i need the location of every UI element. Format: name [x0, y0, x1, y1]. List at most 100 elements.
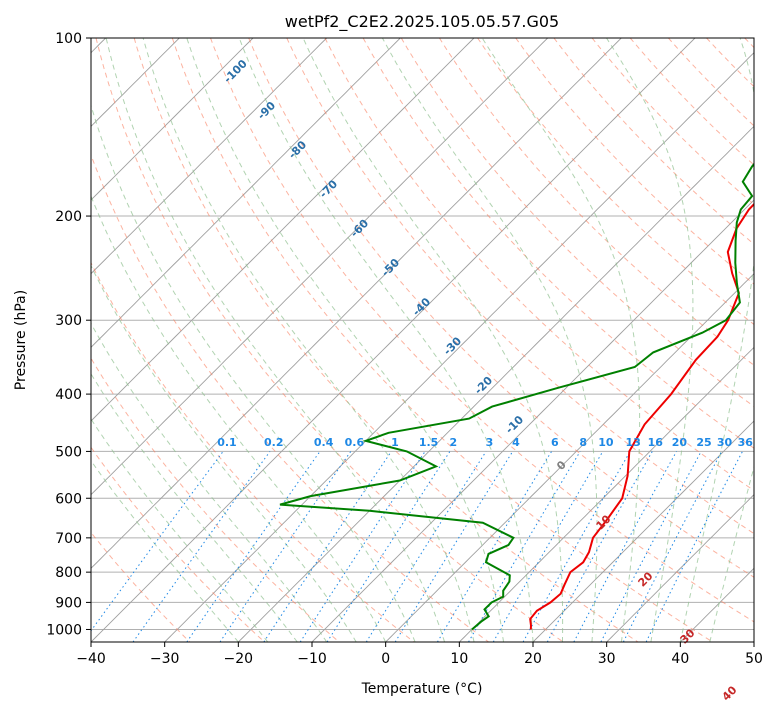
mixing-ratio-line: [522, 451, 631, 642]
y-tick-label: 1000: [46, 622, 82, 638]
mixing-ratio-label: 16: [648, 436, 664, 449]
x-tick-label: 20: [524, 651, 542, 667]
isotherm-line: [164, 52, 754, 642]
temperature-profile-line: [529, 202, 754, 630]
mixing-ratio-label: 0.4: [314, 436, 334, 449]
isotherm-line: [237, 125, 754, 642]
dry-adiabat-line: [91, 357, 340, 642]
isotherm-line: [91, 38, 254, 201]
mixing-ratio-line: [263, 451, 392, 642]
dry-adiabat-line: [362, 38, 754, 449]
isotherm-line: [311, 199, 754, 642]
moist-adiabat-line: [91, 459, 239, 642]
mixing-ratio-label: 6: [551, 436, 559, 449]
dry-adiabat-line: [591, 38, 754, 206]
moist-adiabat-line: [238, 38, 534, 642]
dry-adiabat-line: [629, 38, 754, 166]
dry-adiabat-line: [706, 38, 754, 88]
y-tick-label: 300: [55, 313, 82, 329]
moist-adiabat-line: [606, 38, 694, 642]
y-tick-label: 200: [55, 209, 82, 225]
moist-adiabat-line: [91, 194, 387, 642]
dry-adiabat-label: -70: [317, 177, 340, 200]
mixing-ratio-label: 2: [450, 436, 458, 449]
dry-adiabat-label: -50: [379, 256, 402, 279]
isotherm-line: [91, 38, 328, 275]
isotherm-line: [385, 273, 754, 642]
isotherm-line: [679, 567, 754, 642]
mixing-ratio-label: 1.5: [419, 436, 439, 449]
mixing-ratio-label: 13: [626, 436, 641, 449]
moist-adiabat-label: 0: [554, 458, 569, 473]
y-axis-label: Pressure (hPa): [13, 290, 29, 390]
mixing-ratio-label: 25: [696, 436, 711, 449]
dry-adiabat-line: [248, 38, 754, 578]
y-tick-label: 900: [55, 595, 82, 611]
isotherm-line: [91, 38, 401, 348]
dry-adiabat-line: [438, 38, 754, 366]
moist-adiabat-line: [186, 38, 504, 642]
moist-adiabat-line: [91, 418, 269, 642]
moist-adiabat-line: [481, 38, 641, 642]
x-tick-label: 10: [450, 651, 468, 667]
y-tick-label: 700: [55, 531, 82, 547]
dewpoint-profile-line: [279, 162, 754, 631]
x-tick-label: −30: [150, 651, 180, 667]
mixing-ratio-line: [365, 451, 487, 642]
x-axis-label: Temperature (°C): [361, 681, 483, 697]
mixing-ratio-label: 10: [598, 436, 614, 449]
mixing-ratio-line: [219, 451, 352, 642]
dry-adiabat-line: [477, 38, 754, 326]
mixing-ratio-label: 0.2: [264, 436, 284, 449]
dry-adiabat-line: [95, 38, 564, 642]
dry-adiabat-line: [91, 446, 265, 642]
y-tick-label: 100: [55, 31, 82, 47]
plot-frame: [90, 37, 755, 643]
y-tick-label: 800: [55, 565, 82, 581]
dry-adiabat-label: -40: [410, 295, 433, 318]
mixing-ratio-line: [91, 451, 224, 632]
moist-adiabat-line: [302, 38, 564, 642]
moist-adiabat-line: [91, 264, 357, 642]
dry-adiabat-label: -30: [441, 334, 464, 357]
x-tick-label: 40: [671, 651, 689, 667]
y-tick-label: 600: [55, 491, 82, 507]
mixing-ratio-label: 4: [512, 436, 520, 449]
isotherm-line: [532, 420, 754, 642]
x-tick-label: −40: [76, 651, 106, 667]
dry-adiabat-label: -10: [503, 413, 526, 436]
mixing-ratio-line: [645, 451, 743, 642]
mixing-ratio-line: [573, 451, 677, 642]
mixing-ratio-line: [394, 451, 514, 642]
y-tick-label: 400: [55, 387, 82, 403]
moist-adiabat-line: [142, 38, 475, 642]
dry-adiabat-line: [553, 38, 754, 245]
dry-adiabat-line: [210, 38, 754, 623]
dry-adiabat-label: -80: [286, 138, 309, 161]
mixing-ratio-label: 8: [579, 436, 587, 449]
isotherm-line: [91, 38, 696, 642]
moist-adiabat-line: [381, 38, 598, 642]
mixing-ratio-line: [436, 451, 553, 642]
y-tick-label: 500: [55, 444, 82, 460]
x-tick-label: 50: [745, 651, 763, 667]
isotherm-line: [91, 38, 622, 569]
dry-adiabat-label: -20: [472, 374, 495, 397]
dry-adiabat-line: [744, 38, 754, 49]
mixing-ratio-line: [326, 451, 451, 642]
moist-adiabat-label: 40: [720, 683, 740, 703]
dry-adiabat-label: -100: [221, 57, 250, 86]
dry-adiabat-line: [171, 38, 713, 642]
x-tick-label: 0: [381, 651, 390, 667]
mixing-ratio-line: [468, 451, 581, 642]
dry-adiabat-line: [400, 38, 754, 408]
x-tick-label: 30: [598, 651, 616, 667]
moist-adiabat-line: [91, 103, 416, 642]
dry-adiabat-line: [91, 261, 415, 642]
chart-title: wetPf2_C2E2.2025.105.05.57.G05: [285, 12, 559, 32]
mixing-ratio-label: 20: [672, 436, 688, 449]
mixing-ratio-label: 3: [486, 436, 494, 449]
mixing-ratio-label: 0.1: [217, 436, 237, 449]
